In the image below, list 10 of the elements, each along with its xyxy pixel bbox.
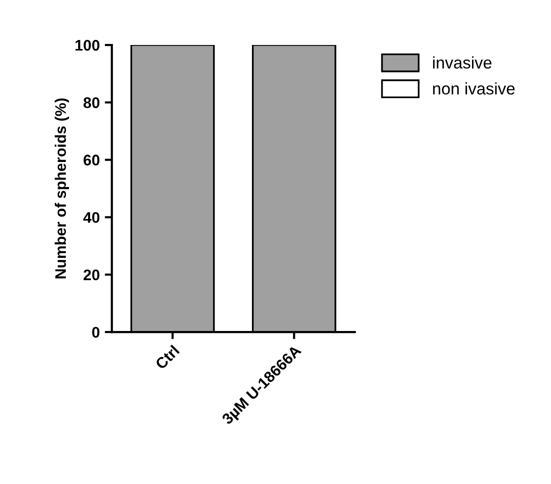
legend-label: non ivasive: [433, 82, 515, 95]
y-tick-label: 100: [76, 40, 100, 51]
y-tick-label: 20: [84, 269, 100, 280]
y-tick-label: 40: [83, 212, 100, 223]
x-tick-label: Ctrl: [154, 344, 180, 370]
legend-label: invasive: [433, 56, 492, 69]
y-tick-label: 60: [84, 154, 100, 166]
y-tick-label: 80: [84, 97, 100, 108]
y-tick-label: 0: [92, 326, 100, 338]
y-axis-title: Number of spheroids (%): [54, 98, 70, 278]
